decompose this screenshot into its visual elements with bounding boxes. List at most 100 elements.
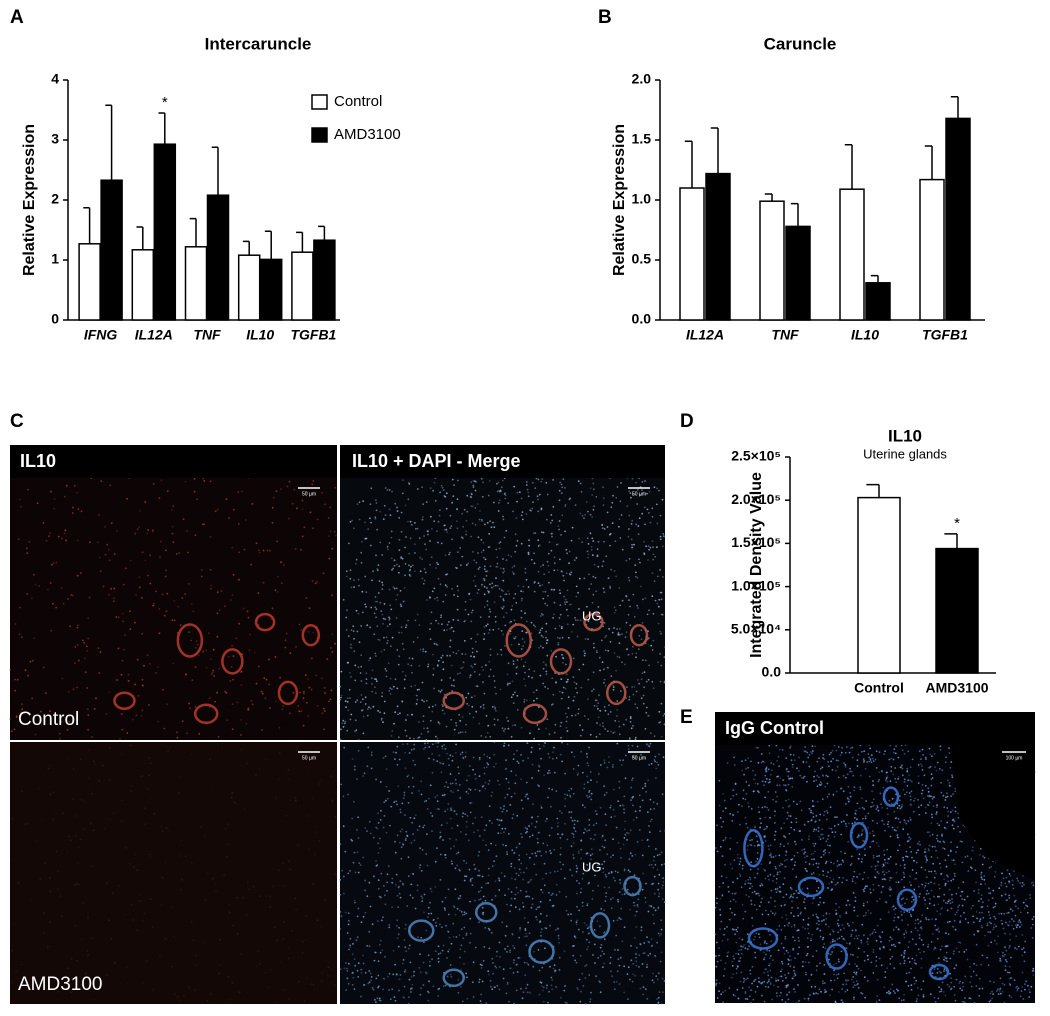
- nucleus: [566, 601, 568, 603]
- nucleus: [212, 878, 214, 880]
- nucleus: [248, 709, 250, 711]
- nucleus: [265, 759, 267, 761]
- nucleus: [252, 704, 254, 706]
- nucleus: [439, 492, 441, 494]
- nucleus: [823, 814, 825, 816]
- nucleus: [578, 708, 580, 710]
- nucleus: [128, 680, 130, 682]
- nucleus: [632, 777, 634, 779]
- nucleus: [584, 783, 586, 785]
- nucleus: [571, 631, 573, 633]
- nucleus: [465, 609, 467, 611]
- nucleus: [473, 864, 475, 866]
- nucleus: [861, 858, 863, 860]
- nucleus: [823, 915, 825, 917]
- nucleus: [553, 694, 555, 696]
- nucleus: [397, 906, 399, 908]
- nucleus: [405, 969, 407, 971]
- nucleus: [600, 955, 602, 957]
- nucleus: [620, 690, 622, 692]
- nucleus: [596, 705, 598, 707]
- nucleus: [503, 978, 505, 980]
- nucleus: [861, 797, 863, 799]
- nucleus: [872, 820, 874, 822]
- nucleus: [524, 962, 526, 964]
- nucleus: [923, 994, 925, 996]
- nucleus: [430, 720, 432, 722]
- nucleus: [475, 641, 477, 643]
- nucleus: [495, 895, 497, 897]
- nucleus: [652, 540, 654, 542]
- nucleus: [394, 503, 396, 505]
- nucleus: [958, 904, 960, 906]
- nucleus: [718, 780, 720, 782]
- nucleus: [1029, 897, 1031, 899]
- nucleus: [419, 953, 421, 955]
- nucleus: [1010, 996, 1012, 998]
- nucleus: [215, 883, 217, 885]
- nucleus: [820, 856, 822, 858]
- nucleus: [878, 885, 880, 887]
- nucleus: [431, 753, 433, 755]
- nucleus: [394, 565, 396, 567]
- nucleus: [543, 745, 545, 747]
- nucleus: [837, 860, 839, 862]
- nucleus: [781, 929, 783, 931]
- nucleus: [286, 633, 288, 635]
- nucleus: [148, 704, 150, 706]
- nucleus: [626, 832, 628, 834]
- nucleus: [362, 709, 364, 711]
- nucleus: [947, 909, 949, 911]
- nucleus: [87, 950, 89, 952]
- nucleus: [459, 784, 461, 786]
- nucleus: [432, 490, 434, 492]
- nucleus: [387, 546, 389, 548]
- nucleus: [542, 636, 544, 638]
- nucleus: [626, 505, 628, 507]
- nucleus: [63, 603, 65, 605]
- nucleus: [424, 743, 426, 745]
- nucleus: [733, 958, 735, 960]
- nucleus: [552, 479, 554, 481]
- nucleus: [374, 960, 376, 962]
- nucleus: [400, 604, 402, 606]
- nucleus: [518, 859, 520, 861]
- nucleus: [657, 576, 659, 578]
- nucleus: [506, 853, 508, 855]
- nucleus: [360, 625, 362, 627]
- nucleus: [819, 874, 821, 876]
- nucleus: [87, 638, 89, 640]
- nucleus: [554, 871, 556, 873]
- nucleus: [390, 998, 392, 1000]
- nucleus: [989, 921, 991, 923]
- nucleus: [351, 629, 353, 631]
- nucleus: [127, 966, 129, 968]
- nucleus: [398, 927, 400, 929]
- nucleus: [532, 501, 534, 503]
- nucleus: [306, 702, 308, 704]
- nucleus: [543, 573, 545, 575]
- nucleus: [635, 482, 637, 484]
- nucleus: [397, 705, 399, 707]
- nucleus: [147, 529, 149, 531]
- nucleus: [398, 655, 400, 657]
- nucleus: [469, 942, 471, 944]
- nucleus: [613, 789, 615, 791]
- nucleus: [852, 922, 854, 924]
- nucleus: [396, 564, 398, 566]
- nucleus: [289, 713, 291, 715]
- nucleus: [229, 680, 231, 682]
- nucleus: [549, 925, 551, 927]
- nucleus: [287, 486, 289, 488]
- nucleus: [507, 946, 509, 948]
- nucleus: [112, 892, 114, 894]
- nucleus: [658, 753, 660, 755]
- nucleus: [542, 647, 544, 649]
- nucleus: [369, 657, 371, 659]
- nucleus: [1004, 883, 1006, 885]
- nucleus: [557, 870, 559, 872]
- nucleus: [197, 644, 199, 646]
- nucleus: [1008, 947, 1010, 949]
- nucleus: [146, 960, 148, 962]
- nucleus: [880, 803, 882, 805]
